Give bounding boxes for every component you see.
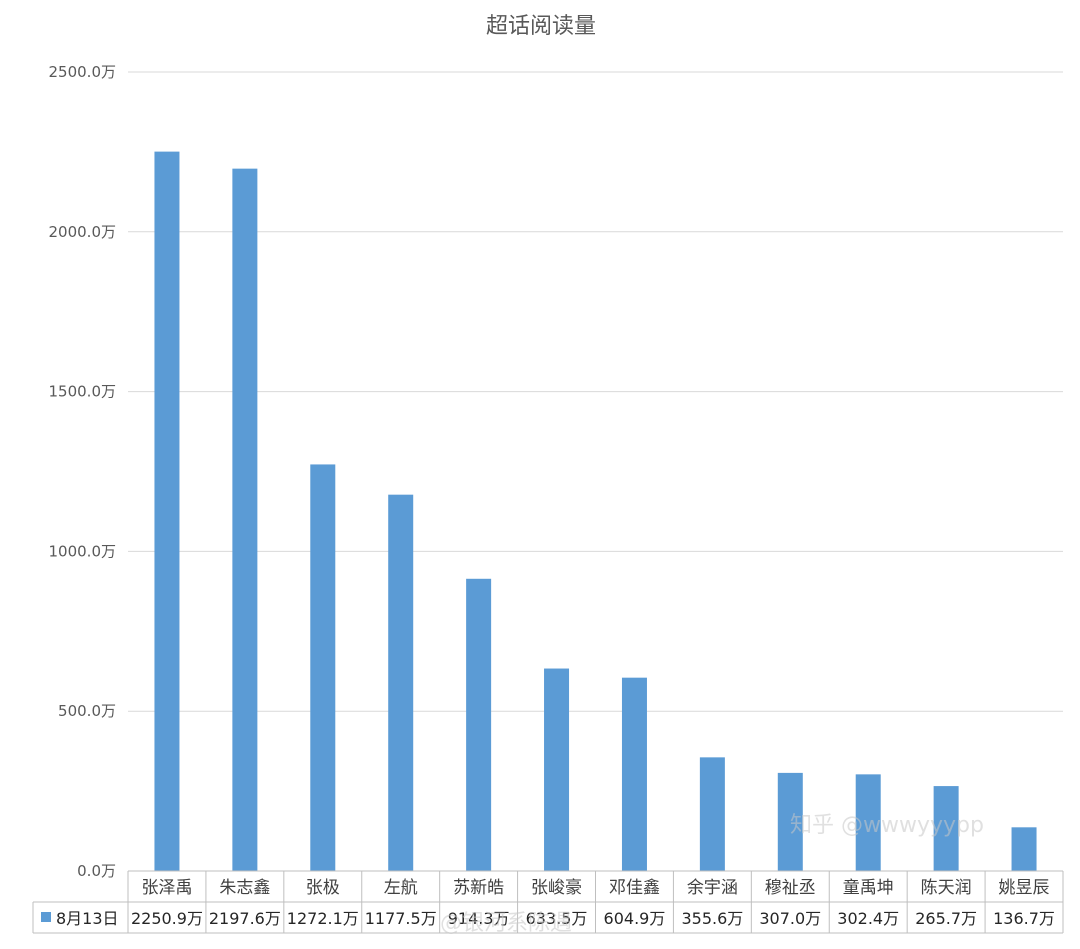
bar: [310, 464, 336, 871]
watermark: 知乎 @wwwyyypp @银河系陈遇: [440, 813, 984, 936]
watermark-weibo: @银河系陈遇: [440, 911, 572, 936]
data-table: 张泽禹 朱志鑫 张极 左航 苏新皓 张峻豪 邓佳鑫 余宇涵 穆祉丞 童禹坤 陈天润 姚昱辰 2250.9…: [32, 870, 1064, 934]
bar: [855, 774, 881, 871]
data-value-label: 914.3万: [448, 909, 510, 928]
data-value-label: 265.7万: [915, 909, 977, 928]
bar: [1011, 827, 1037, 871]
y-tick-label: 1500.0万: [49, 383, 117, 401]
category-label: 朱志鑫: [219, 878, 270, 898]
gridlines: [128, 71, 1063, 872]
y-tick-label: 2500.0万: [49, 63, 117, 81]
y-tick-label: 1000.0万: [49, 542, 117, 560]
y-axis-ticks: 0.0万 500.0万 1000.0万 1500.0万 2000.0万 2500.0万: [49, 63, 117, 880]
chart-title: 超话阅读量: [486, 14, 596, 39]
bar: [544, 668, 570, 871]
data-value-label: 1177.5万: [365, 909, 437, 928]
category-label: 穆祉丞: [765, 878, 816, 898]
data-value-label: 1272.1万: [287, 909, 359, 928]
legend-label: 8月13日: [56, 909, 119, 928]
bar: [466, 578, 492, 871]
bars: [154, 151, 1037, 871]
category-label: 邓佳鑫: [609, 878, 660, 898]
data-value-label: 302.4万: [837, 909, 899, 928]
watermark-zhihu: 知乎 @wwwyyypp: [790, 813, 984, 838]
data-value-label: 355.6万: [681, 909, 743, 928]
y-tick-label: 2000.0万: [49, 223, 117, 241]
bar: [777, 772, 803, 871]
category-label: 张极: [306, 878, 340, 898]
category-label: 童禹坤: [843, 878, 894, 898]
data-value-label: 633.5万: [526, 909, 588, 928]
y-tick-label: 500.0万: [58, 702, 116, 720]
data-value-label: 2197.6万: [209, 909, 281, 928]
bar: [232, 168, 258, 871]
category-label: 苏新皓: [453, 878, 504, 898]
category-label: 张峻豪: [531, 877, 582, 898]
legend-swatch: [41, 912, 51, 922]
category-label: 余宇涵: [687, 878, 738, 898]
data-value-label: 307.0万: [759, 909, 821, 928]
category-label: 陈天润: [921, 878, 972, 898]
category-label: 张泽禹: [141, 878, 192, 898]
bar: [699, 757, 725, 871]
bar: [621, 677, 647, 871]
y-tick-label: 0.0万: [77, 862, 116, 880]
category-label: 左航: [384, 878, 418, 898]
data-value-label: 2250.9万: [131, 909, 203, 928]
bar: [388, 494, 414, 871]
data-value-label: 136.7万: [993, 909, 1055, 928]
data-value-label: 604.9万: [604, 909, 666, 928]
bar: [933, 786, 959, 871]
bar: [154, 151, 180, 871]
category-label: 姚昱辰: [999, 878, 1050, 898]
